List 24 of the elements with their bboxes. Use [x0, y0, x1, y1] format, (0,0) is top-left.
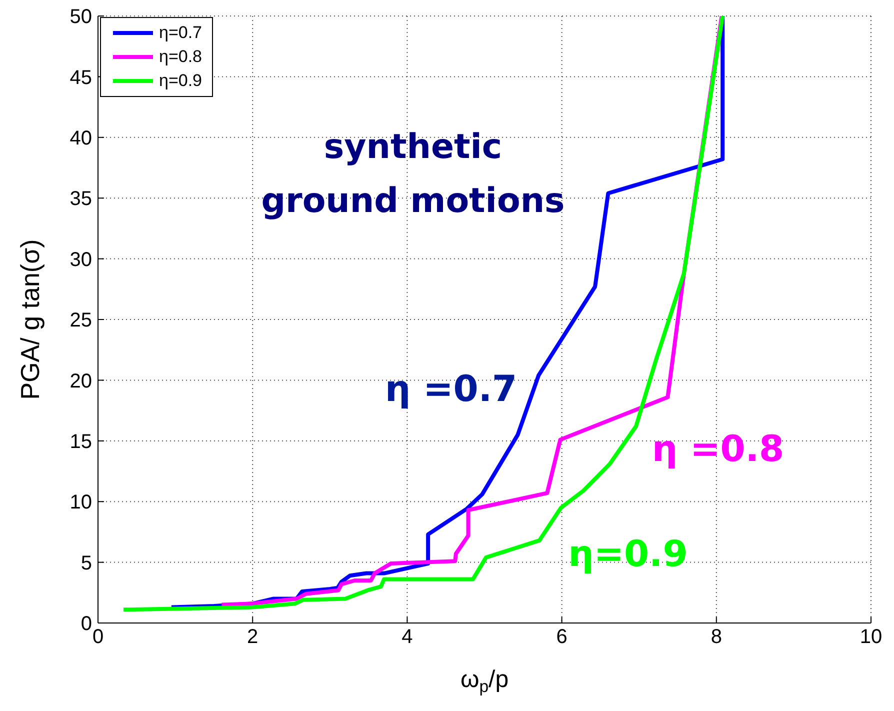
legend-label: η=0.8: [159, 46, 202, 68]
annotation: η =0.8: [650, 428, 786, 472]
x-axis-title: ω$_{p}$/p: [460, 666, 509, 696]
x-tick-label: 8: [710, 626, 722, 648]
annotation: synthetic ground motions: [260, 126, 566, 223]
legend-label: η=0.9: [159, 70, 202, 92]
y-tick-label: 10: [70, 492, 92, 514]
y-axis-title: PGA/ g tan(σ): [15, 239, 46, 400]
legend-label: η=0.7: [159, 22, 202, 44]
x-tick-label: 2: [247, 626, 258, 648]
y-tick-label: 20: [70, 370, 92, 392]
y-tick-label: 5: [80, 552, 92, 574]
y-tick-label: 30: [70, 248, 92, 271]
y-tick-label: 45: [70, 66, 92, 89]
x-tick-label: 10: [860, 626, 882, 648]
annotation: η =0.7: [384, 368, 518, 412]
y-tick-label: 25: [70, 310, 92, 332]
x-tick-label: 6: [556, 626, 568, 648]
annotation: η=0.9: [567, 533, 689, 577]
y-tick-label: 35: [70, 188, 92, 210]
y-tick-label: 15: [70, 431, 92, 453]
y-tick-label: 40: [70, 128, 92, 150]
y-tick-label: 50: [70, 6, 92, 28]
x-tick-label: 4: [402, 626, 413, 648]
